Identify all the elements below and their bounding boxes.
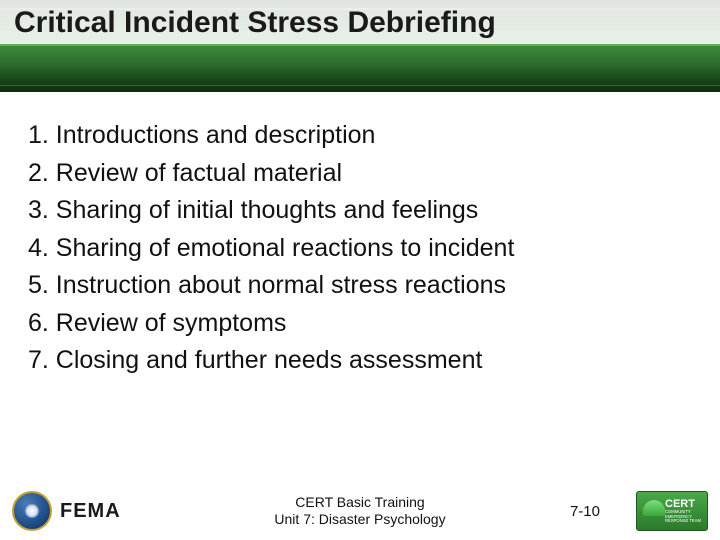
cert-badge-icon: CERT COMMUNITY EMERGENCY RESPONSE TEAM xyxy=(636,491,708,531)
content-area: 1. Introductions and description 2. Revi… xyxy=(28,118,700,381)
footer-line2: Unit 7: Disaster Psychology xyxy=(274,511,445,529)
footer: FEMA CERT Basic Training Unit 7: Disaste… xyxy=(0,482,720,540)
list-item: 6. Review of symptoms xyxy=(28,306,700,342)
cert-badge-sub: COMMUNITY EMERGENCY RESPONSE TEAM xyxy=(665,510,703,524)
page-number: 7-10 xyxy=(570,503,600,520)
footer-right-badge: CERT COMMUNITY EMERGENCY RESPONSE TEAM xyxy=(636,491,708,531)
dhs-seal-icon xyxy=(12,491,52,531)
fema-logo-text: FEMA xyxy=(60,500,121,523)
footer-left-logos: FEMA xyxy=(0,491,121,531)
list-item: 5. Instruction about normal stress react… xyxy=(28,268,700,304)
cert-badge-label: CERT COMMUNITY EMERGENCY RESPONSE TEAM xyxy=(665,498,703,524)
list-item: 3. Sharing of initial thoughts and feeli… xyxy=(28,193,700,229)
footer-center-text: CERT Basic Training Unit 7: Disaster Psy… xyxy=(274,494,445,529)
header-band: Critical Incident Stress Debriefing xyxy=(0,0,720,92)
list-item: 7. Closing and further needs assessment xyxy=(28,343,700,379)
slide-title: Critical Incident Stress Debriefing xyxy=(14,6,496,40)
list-item: 1. Introductions and description xyxy=(28,118,700,154)
list-item: 2. Review of factual material xyxy=(28,156,700,192)
list-item: 4. Sharing of emotional reactions to inc… xyxy=(28,231,700,267)
footer-line1: CERT Basic Training xyxy=(274,494,445,512)
hardhat-icon xyxy=(643,500,665,516)
